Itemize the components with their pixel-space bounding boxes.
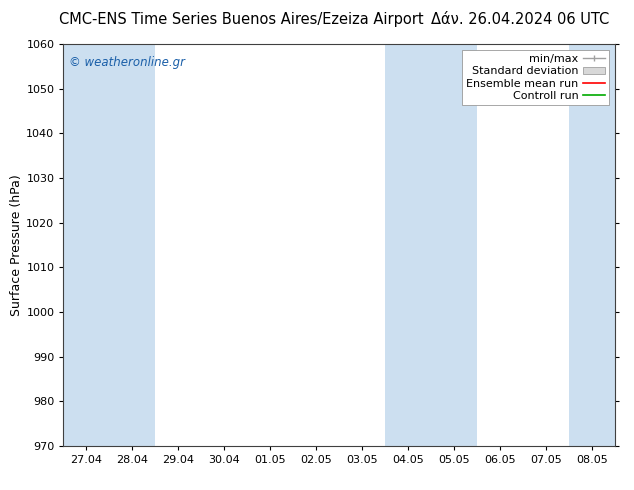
Bar xyxy=(385,44,477,446)
Bar xyxy=(63,44,155,446)
Bar xyxy=(569,44,615,446)
Text: CMC-ENS Time Series Buenos Aires/Ezeiza Airport: CMC-ENS Time Series Buenos Aires/Ezeiza … xyxy=(58,12,424,27)
Legend: min/max, Standard deviation, Ensemble mean run, Controll run: min/max, Standard deviation, Ensemble me… xyxy=(462,49,609,105)
Text: © weatheronline.gr: © weatheronline.gr xyxy=(69,56,185,69)
Y-axis label: Surface Pressure (hPa): Surface Pressure (hPa) xyxy=(11,174,23,316)
Text: Δάν. 26.04.2024 06 UTC: Δάν. 26.04.2024 06 UTC xyxy=(430,12,609,27)
